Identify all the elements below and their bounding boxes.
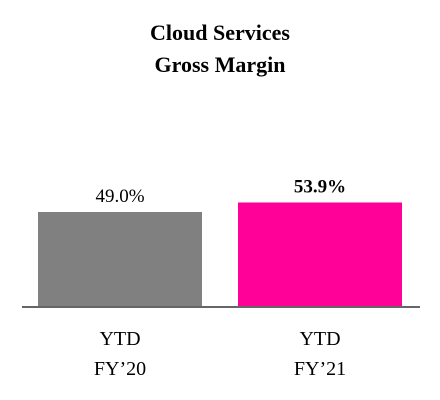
value-labels-group: 49.0% 53.9% [95,177,346,208]
chart-title-line-2: Gross Margin [155,52,286,77]
value-label-1: 53.9% [294,177,346,198]
bar-0 [38,212,202,307]
category-label-0-line-2: FY’20 [94,358,146,380]
value-label-0: 49.0% [95,186,144,207]
category-label-1-line-1: YTD [299,328,340,350]
category-labels-group: YTD FY’20 YTD FY’21 [94,328,346,380]
chart-title-line-1: Cloud Services [150,20,290,45]
bars-group [38,202,402,307]
category-label-1-line-2: FY’21 [294,358,346,380]
category-label-0-line-1: YTD [99,328,140,350]
bar-1 [238,202,402,307]
